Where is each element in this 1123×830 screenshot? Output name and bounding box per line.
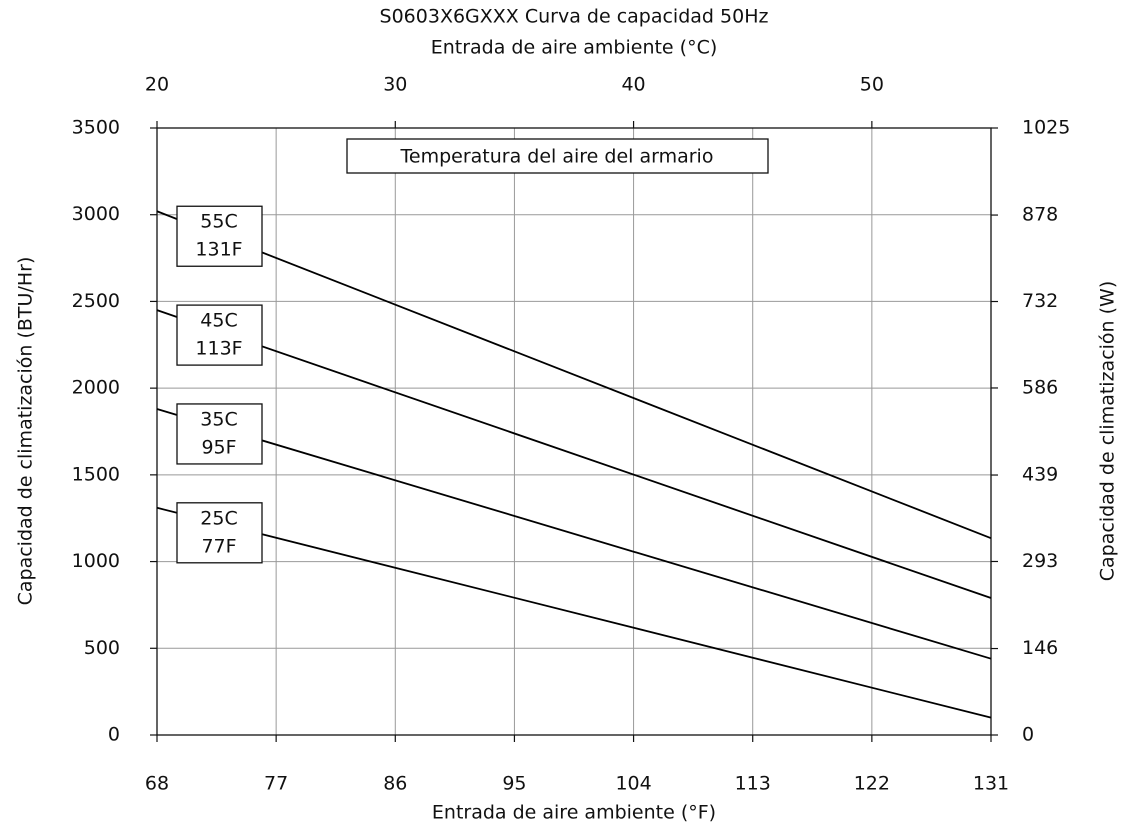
x-tick-label: 95 bbox=[502, 773, 526, 795]
series-label: 25C bbox=[200, 507, 237, 529]
plot-frame bbox=[156, 127, 992, 736]
series-label: 131F bbox=[195, 239, 242, 261]
x-tick-label: 113 bbox=[735, 773, 771, 795]
annotation-box bbox=[346, 138, 769, 174]
series-line bbox=[156, 210, 992, 539]
series-label-box bbox=[176, 403, 263, 465]
series-label-box bbox=[176, 502, 263, 564]
series-label-box bbox=[176, 304, 263, 366]
y-tick-label: 3500 bbox=[72, 117, 120, 139]
x-tick-label: 86 bbox=[383, 773, 407, 795]
y-tick-label: 2000 bbox=[72, 377, 120, 399]
y-tick-label: 3000 bbox=[72, 203, 120, 225]
y2-tick-label: 293 bbox=[1022, 550, 1058, 572]
y2-tick-label: 146 bbox=[1022, 637, 1058, 659]
x-tick-label: 131 bbox=[973, 773, 1009, 795]
series-label: 35C bbox=[200, 408, 237, 430]
series-line bbox=[156, 506, 992, 719]
y-axis-label: Capacidad de climatización (BTU/Hr) bbox=[15, 257, 37, 606]
x2-tick-label: 40 bbox=[621, 74, 645, 96]
x2-tick-label: 50 bbox=[860, 74, 884, 96]
x2-tick-label: 30 bbox=[383, 74, 407, 96]
x-axis-label: Entrada de aire ambiente (°F) bbox=[432, 802, 716, 824]
y2-tick-label: 878 bbox=[1022, 204, 1058, 226]
x2-tick-label: 20 bbox=[145, 74, 169, 96]
y2-axis-label: Capacidad de climatización (W) bbox=[1097, 281, 1119, 581]
x-tick-label: 104 bbox=[615, 773, 651, 795]
y2-tick-label: 439 bbox=[1022, 464, 1058, 486]
series-label: 95F bbox=[201, 436, 236, 458]
y-tick-label: 500 bbox=[84, 637, 120, 659]
y2-tick-label: 1025 bbox=[1022, 117, 1070, 139]
x-tick-label: 122 bbox=[854, 773, 890, 795]
annotation: Temperatura del aire del armario bbox=[400, 146, 714, 168]
x-tick-label: 77 bbox=[264, 773, 288, 795]
x-tick-label: 68 bbox=[145, 773, 169, 795]
y2-tick-label: 732 bbox=[1022, 290, 1058, 312]
y2-tick-label: 0 bbox=[1022, 724, 1034, 746]
series-label: 45C bbox=[200, 310, 237, 332]
y-tick-label: 0 bbox=[108, 724, 120, 746]
x2-axis-label: Entrada de aire ambiente (°C) bbox=[431, 37, 718, 59]
series-line bbox=[156, 408, 992, 660]
chart-title: S0603X6GXXX Curva de capacidad 50Hz bbox=[380, 6, 769, 28]
series-label: 113F bbox=[195, 338, 242, 360]
y2-tick-label: 586 bbox=[1022, 376, 1058, 398]
y-tick-label: 1000 bbox=[72, 550, 120, 572]
series-label-box bbox=[176, 205, 263, 267]
series-line bbox=[156, 309, 992, 599]
series-label: 77F bbox=[201, 535, 236, 557]
y-tick-label: 2500 bbox=[72, 290, 120, 312]
y-tick-label: 1500 bbox=[72, 463, 120, 485]
series-label: 55C bbox=[200, 211, 237, 233]
